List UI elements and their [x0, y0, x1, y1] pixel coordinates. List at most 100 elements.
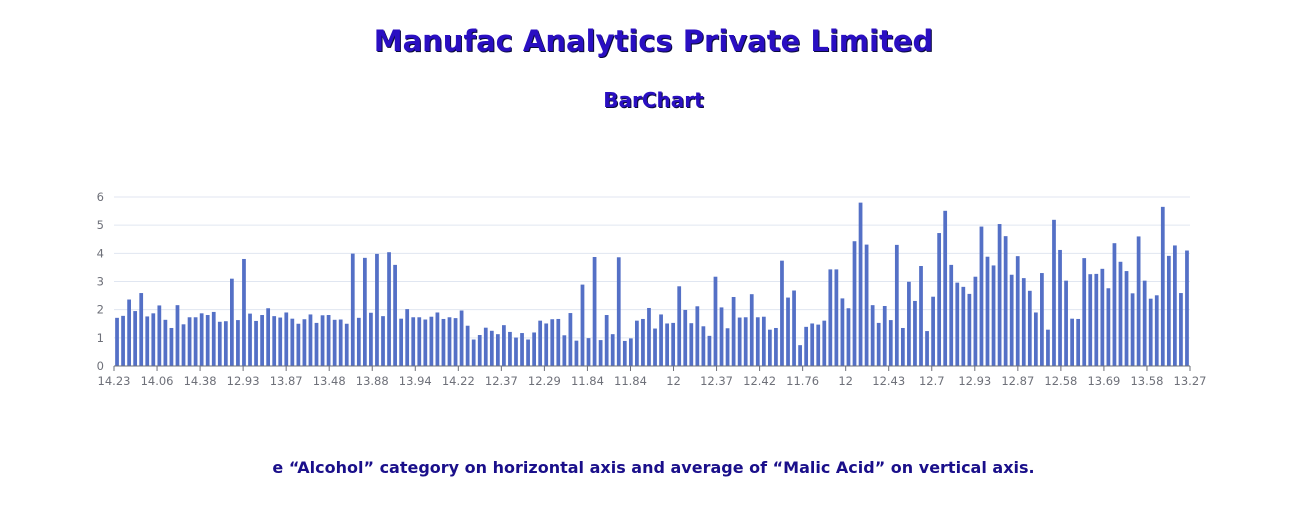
bar: [423, 319, 428, 366]
bar: [399, 318, 404, 366]
bar: [1021, 278, 1026, 366]
y-tick-label: 5: [97, 218, 104, 232]
bar: [719, 307, 724, 366]
bar: [1040, 273, 1044, 366]
bar: [1166, 255, 1171, 366]
bar: [761, 316, 766, 366]
bar: [314, 322, 319, 366]
x-tick-label: 13.58: [1130, 374, 1163, 388]
bar: [846, 308, 851, 366]
bar: [387, 252, 391, 366]
bar: [749, 294, 754, 366]
bar: [683, 309, 688, 366]
x-tick-label: 12.93: [958, 374, 991, 388]
bar: [985, 256, 990, 366]
bar: [508, 331, 512, 366]
bar: [828, 269, 833, 366]
bar: [133, 311, 138, 366]
bar: [852, 241, 857, 366]
bar: [502, 325, 506, 366]
bar: [786, 297, 790, 366]
chart-title: Manufac Analytics Private Limited: [373, 24, 934, 58]
bar: [181, 324, 186, 366]
bar: [1052, 219, 1056, 366]
bar: [586, 338, 591, 366]
bar: [1082, 258, 1087, 366]
x-tick-label: 12.58: [1044, 374, 1077, 388]
bar: [520, 333, 524, 366]
bar: [641, 318, 645, 366]
bar: [840, 298, 845, 366]
bar: [671, 322, 676, 366]
bar: [1185, 250, 1189, 366]
bar: [1088, 274, 1093, 366]
y-tick-label: 0: [97, 359, 104, 373]
bar: [526, 339, 530, 366]
bar: [266, 308, 271, 366]
x-tick-label: 14.38: [184, 374, 217, 388]
bar: [1179, 293, 1183, 366]
bar: [1003, 236, 1008, 366]
bar: [949, 264, 954, 366]
bar: [1148, 298, 1153, 366]
bar: [1173, 245, 1177, 366]
bar: [1064, 280, 1068, 366]
chart-subtitle: BarChart: [603, 88, 704, 112]
bar: [429, 316, 434, 366]
bar: [955, 282, 960, 366]
bar: [532, 332, 536, 366]
bar: [1033, 312, 1038, 366]
x-tick-label: 12.93: [227, 374, 260, 388]
x-tick-label: 12.7: [919, 374, 945, 388]
bar: [804, 326, 809, 366]
bar: [375, 253, 379, 366]
bar: [604, 315, 609, 366]
bar: [1027, 290, 1032, 366]
bar: [350, 253, 355, 366]
bar: [1100, 268, 1105, 366]
x-tick-label: 14.06: [141, 374, 174, 388]
bar: [562, 335, 567, 366]
x-tick-label: 13.48: [313, 374, 346, 388]
bar: [447, 317, 452, 366]
bar: [145, 316, 150, 366]
bar: [139, 293, 144, 366]
bar: [780, 260, 784, 366]
bar: [121, 315, 125, 366]
bar: [254, 320, 258, 366]
bar: [876, 322, 881, 366]
bar: [417, 317, 422, 366]
bar: [647, 307, 651, 366]
bar: [338, 319, 343, 366]
bar: [193, 317, 198, 366]
bar: [1160, 206, 1165, 366]
bar: [405, 309, 410, 366]
bar: [1070, 318, 1074, 366]
bar: [278, 317, 283, 366]
bar: [635, 320, 639, 366]
bar: [495, 334, 500, 366]
bar: [1009, 274, 1014, 366]
bar: [1106, 288, 1111, 366]
bar: [1136, 236, 1141, 366]
y-tick-label: 6: [97, 190, 104, 204]
x-tick-label: 12.87: [1001, 374, 1034, 388]
bar: [913, 300, 917, 366]
bar: [205, 315, 210, 366]
bar: [356, 317, 361, 366]
bar: [925, 331, 929, 366]
bar: [344, 323, 349, 366]
bar: [943, 210, 948, 366]
bar: [187, 317, 192, 366]
bar: [369, 312, 373, 366]
bar: [900, 327, 905, 366]
y-tick-label: 4: [97, 246, 104, 260]
x-tick-label: 13.94: [399, 374, 432, 388]
x-tick-label: 14.23: [98, 374, 131, 388]
bar: [967, 293, 972, 366]
bar: [931, 296, 935, 366]
bar: [248, 313, 252, 366]
bar: [592, 257, 597, 366]
bar: [320, 315, 325, 366]
